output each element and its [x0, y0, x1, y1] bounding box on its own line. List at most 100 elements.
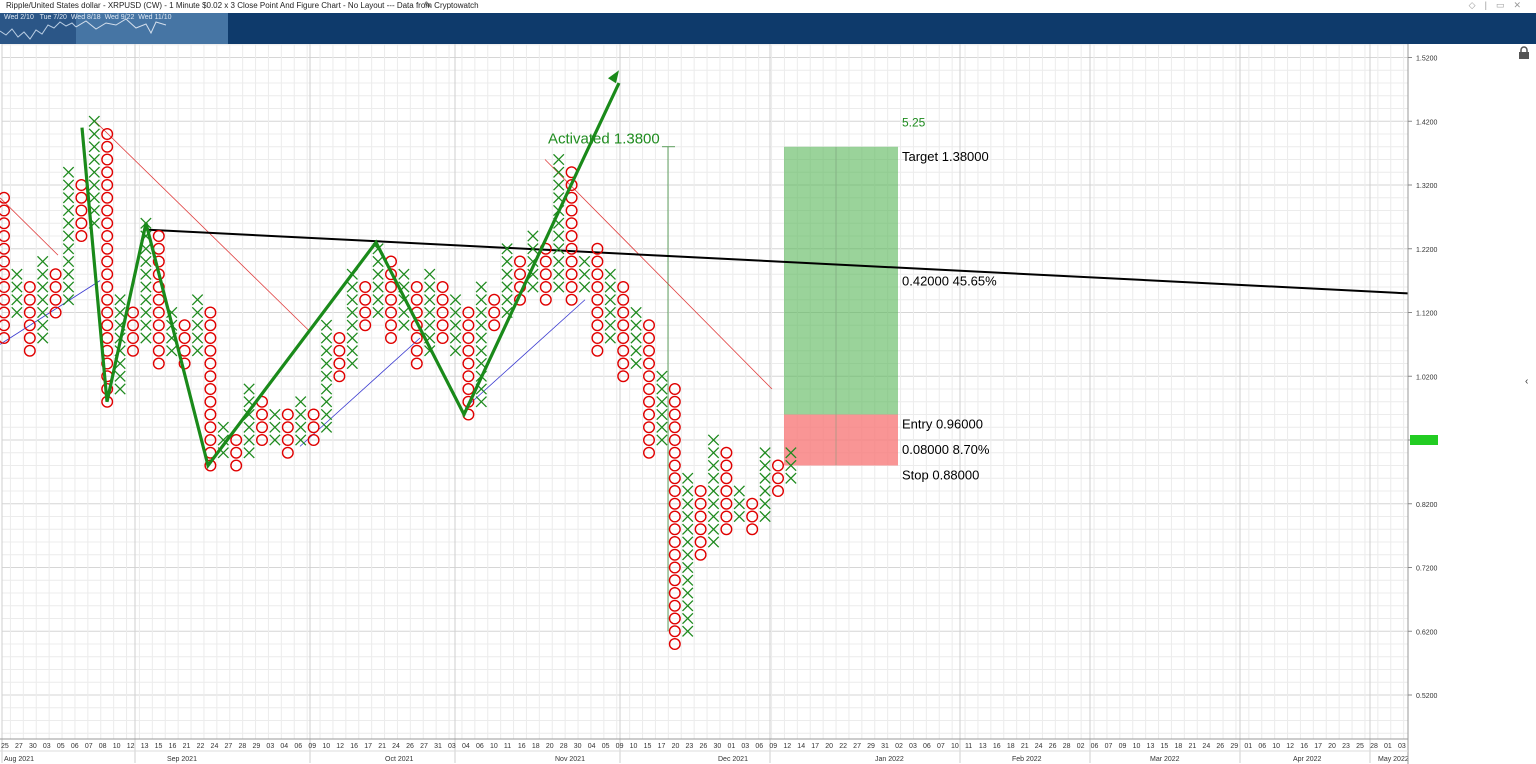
x-mark: [269, 434, 281, 446]
x-mark: [191, 306, 204, 319]
o-mark: [0, 306, 10, 319]
x-tick-label: 02: [1077, 743, 1085, 750]
x-tick-label: 06: [755, 743, 763, 750]
x-tick-label: 07: [1105, 743, 1113, 750]
o-mark: [23, 306, 36, 319]
o-mark: [565, 242, 578, 255]
o-mark: [0, 255, 10, 268]
x-mark: [62, 217, 75, 229]
x-tick-label: 07: [85, 743, 93, 750]
pencil-icon[interactable]: ✎: [424, 0, 432, 10]
x-mark: [320, 370, 333, 382]
o-mark: [668, 446, 681, 459]
resistance-line: [94, 120, 311, 332]
o-mark: [75, 191, 88, 204]
x-mark: [475, 294, 487, 306]
month-label: Dec 2021: [718, 756, 748, 763]
target-zone: [784, 146, 898, 415]
o-mark: [668, 574, 681, 587]
y-tick-label: 0.6200: [1416, 629, 1438, 636]
x-mark: [372, 268, 384, 280]
close-icon[interactable]: ✕: [1513, 0, 1530, 10]
o-mark: [668, 599, 681, 612]
window-controls[interactable]: ◇|▭✕: [1469, 0, 1530, 11]
o-mark: [101, 268, 114, 281]
x-tick-label: 06: [294, 743, 302, 750]
x-mark: [707, 498, 720, 510]
o-mark: [410, 344, 423, 357]
x-mark: [62, 230, 75, 242]
o-mark: [514, 268, 527, 281]
x-tick-label: 09: [308, 743, 316, 750]
x-tick-label: 06: [476, 743, 484, 750]
x-mark: [707, 510, 720, 523]
resistance-line: [544, 159, 773, 390]
o-mark: [617, 280, 630, 293]
x-mark: [553, 268, 565, 280]
x-mark: [243, 383, 255, 395]
y-tick-label: 1.3200: [1416, 183, 1438, 190]
entry-label: Entry 0.96000: [902, 417, 983, 432]
o-mark: [539, 255, 552, 268]
o-mark: [101, 153, 114, 166]
o-mark: [772, 485, 785, 498]
navigator-bar[interactable]: Wed 2/10 Tue 7/20 Wed 8/18 Wed 9/22 Wed …: [0, 13, 1536, 44]
x-mark: [140, 255, 152, 268]
x-mark: [682, 561, 694, 574]
support-line: [299, 337, 421, 447]
x-mark: [37, 332, 49, 344]
x-mark: [37, 255, 49, 268]
lock-icon[interactable]: [1517, 46, 1531, 60]
o-mark: [591, 268, 604, 281]
x-mark: [630, 332, 642, 344]
navigator-window[interactable]: [75, 13, 228, 44]
x-mark: [295, 408, 307, 421]
o-mark: [126, 344, 139, 357]
x-mark: [140, 306, 152, 319]
current-price-marker: [1410, 435, 1438, 445]
x-mark: [424, 268, 436, 280]
o-mark: [643, 344, 656, 357]
x-mark: [501, 268, 513, 280]
o-mark: [591, 332, 604, 345]
o-mark: [462, 306, 475, 319]
o-mark: [565, 280, 578, 293]
x-tick-label: 06: [1258, 743, 1266, 750]
o-mark: [75, 229, 88, 242]
x-mark: [604, 268, 616, 280]
x-tick-label: 28: [238, 743, 246, 750]
x-tick-label: 26: [1216, 743, 1224, 750]
x-mark: [320, 332, 333, 344]
o-mark: [126, 332, 139, 345]
o-mark: [720, 523, 733, 536]
o-mark: [617, 306, 630, 319]
o-mark: [281, 446, 294, 459]
x-tick-label: 31: [434, 743, 442, 750]
o-mark: [204, 395, 217, 408]
x-mark: [140, 294, 152, 306]
o-mark: [49, 306, 62, 319]
o-mark: [152, 255, 165, 268]
x-mark: [475, 281, 487, 293]
o-mark: [101, 280, 114, 293]
x-mark: [88, 166, 100, 178]
x-mark: [37, 319, 49, 331]
chevron-left-icon[interactable]: ‹: [1525, 376, 1529, 387]
o-mark: [307, 434, 320, 447]
o-mark: [643, 408, 656, 421]
o-mark: [643, 446, 656, 459]
x-tick-label: 04: [588, 743, 596, 750]
x-tick-label: 18: [1007, 743, 1015, 750]
x-mark: [424, 306, 436, 319]
x-tick-label: 10: [630, 743, 638, 750]
x-mark: [682, 549, 694, 561]
x-tick-label: 17: [811, 743, 819, 750]
x-mark: [37, 268, 49, 280]
diamond-icon[interactable]: ◇: [1468, 0, 1485, 10]
x-mark: [707, 447, 720, 459]
x-tick-label: 24: [211, 743, 219, 750]
pnf-chart[interactable]: Activated 1.3800 5.25 Target 1.38000 0.4200…: [0, 44, 1536, 764]
restore-icon[interactable]: ▭: [1495, 0, 1514, 10]
o-mark: [720, 459, 733, 472]
x-mark: [424, 281, 436, 293]
